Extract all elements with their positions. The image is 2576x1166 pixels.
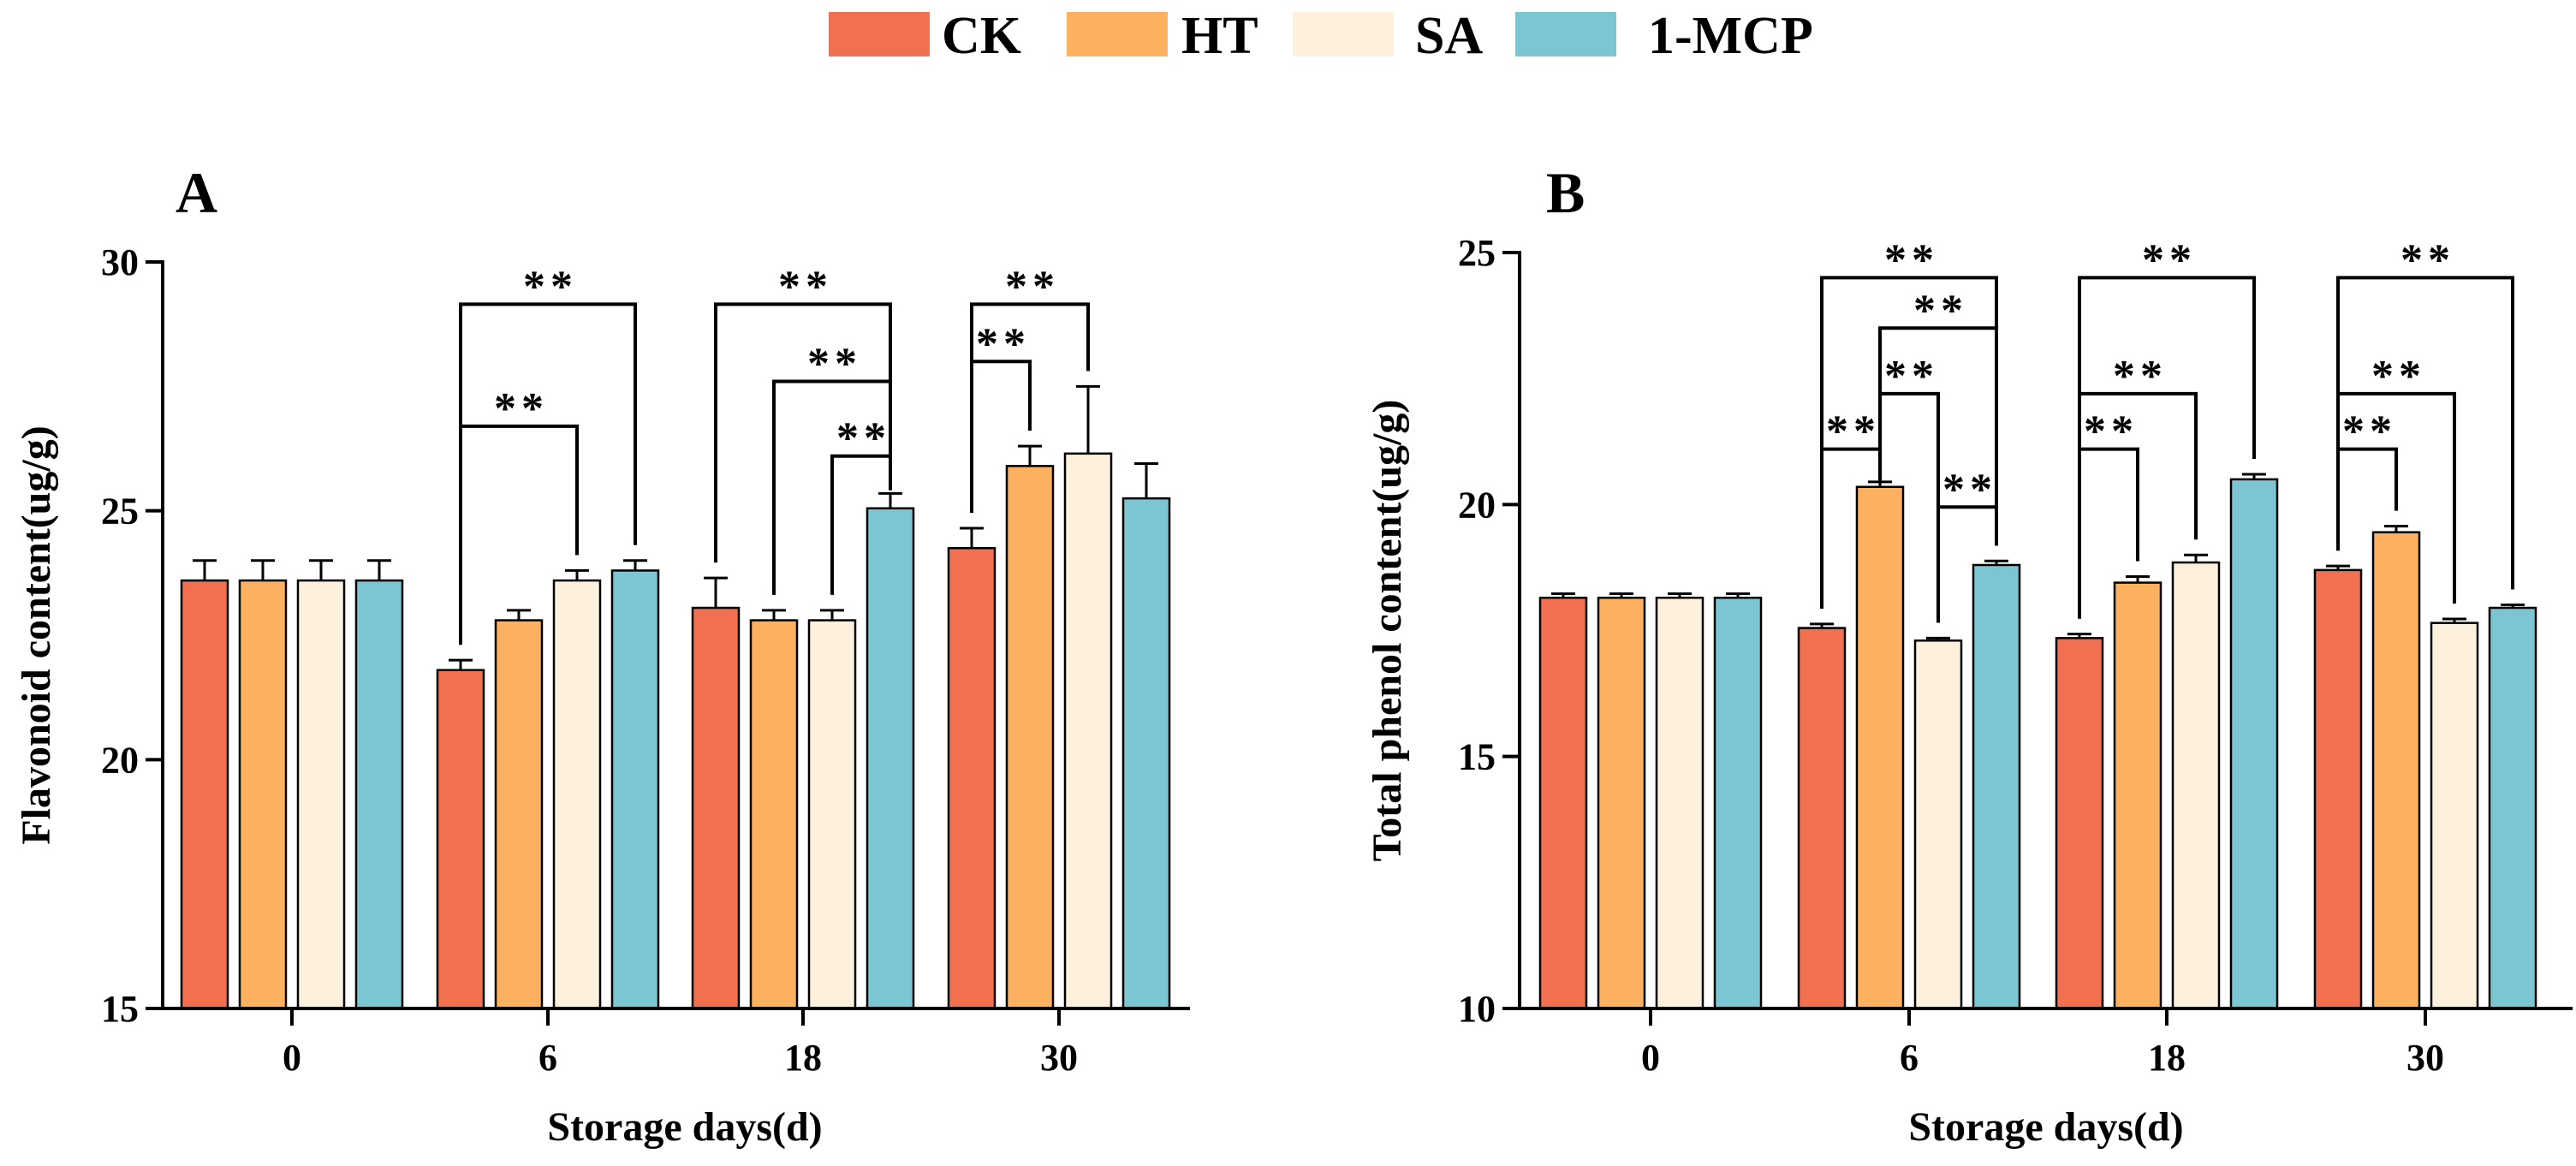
bar-ck xyxy=(1538,596,1588,1010)
x-tick-label: 0 xyxy=(1641,1037,1660,1079)
bar-ht xyxy=(2113,581,2163,1010)
significance-label: ** xyxy=(523,262,578,311)
bar-1-mcp xyxy=(1713,596,1763,1010)
x-tick-label: 6 xyxy=(1900,1037,1919,1079)
significance-label: ** xyxy=(1913,286,1968,335)
bar-1-mcp xyxy=(354,579,404,1010)
bar-sa xyxy=(2430,622,2479,1010)
significance-bracket xyxy=(1820,447,1882,609)
x-tick-label: 0 xyxy=(283,1037,301,1079)
bar-ck xyxy=(1797,627,1847,1010)
y-axis-title: Total phenol content(ug/g) xyxy=(1365,400,1410,862)
bar-ck xyxy=(2055,637,2104,1010)
significance-label: ** xyxy=(2142,235,2197,284)
bars xyxy=(1538,473,2537,1010)
bar-ck xyxy=(947,547,996,1010)
panel-letter: B xyxy=(1546,160,1585,225)
y-tick-label: 10 xyxy=(1458,988,1496,1030)
significance-bracket xyxy=(2078,447,2139,619)
y-axis-title: Flavonoid content(ug/g) xyxy=(14,425,59,844)
legend-label-ck: CK xyxy=(942,7,1021,65)
significance-bracket xyxy=(830,454,892,595)
legend-label-1-mcp: 1-MCP xyxy=(1648,7,1813,65)
bar-sa xyxy=(1913,640,1963,1010)
bar-ht xyxy=(1855,485,1905,1010)
significance-bracket xyxy=(2336,447,2398,551)
bar-sa xyxy=(1655,596,1704,1010)
y-tick-label: 20 xyxy=(101,739,139,781)
bar-ht xyxy=(2371,531,2421,1010)
x-axis-title: Storage days(d) xyxy=(547,1104,822,1150)
panel-letter: A xyxy=(176,160,217,225)
x-tick-label: 30 xyxy=(1040,1037,1078,1079)
significance-bracket xyxy=(772,379,892,595)
bar-sa xyxy=(807,619,857,1010)
bars xyxy=(180,384,1171,1010)
x-axis-title: Storage days(d) xyxy=(1908,1104,2183,1150)
legend-swatch-ck xyxy=(829,12,930,57)
bar-ck xyxy=(691,606,741,1010)
bar-ck xyxy=(180,579,229,1010)
significance-label: ** xyxy=(1884,352,1939,401)
bar-ck xyxy=(436,669,485,1010)
x-tick-label: 18 xyxy=(784,1037,822,1079)
bar-1-mcp xyxy=(2229,478,2279,1010)
bar-ht xyxy=(494,619,544,1010)
y-tick-label: 30 xyxy=(101,241,139,283)
y-tick-label: 15 xyxy=(101,988,139,1030)
significance-label: ** xyxy=(494,384,549,433)
significance-label: ** xyxy=(807,340,862,389)
bar-ht xyxy=(1597,596,1646,1010)
y-tick-label: 25 xyxy=(1458,232,1496,274)
y-tick-label: 20 xyxy=(1458,484,1496,526)
significance-bracket xyxy=(459,302,637,645)
significance-brackets: ** ** ** ** ** ** ** xyxy=(459,262,1090,645)
bar-sa xyxy=(1063,452,1113,1010)
significance-label: ** xyxy=(2400,235,2455,284)
x-tick-label: 6 xyxy=(538,1037,557,1079)
significance-label: ** xyxy=(2342,408,2397,456)
bar-sa xyxy=(2171,561,2221,1010)
significance-label: ** xyxy=(836,414,891,463)
bar-ck xyxy=(2313,568,2363,1010)
significance-brackets: ********************** xyxy=(1820,235,2514,623)
significance-label: ** xyxy=(1826,408,1881,456)
bar-1-mcp xyxy=(1972,563,2021,1010)
bar-1-mcp xyxy=(610,569,660,1010)
significance-label: ** xyxy=(2084,408,2139,456)
significance-label: ** xyxy=(1884,235,1939,284)
bar-1-mcp xyxy=(1121,497,1171,1010)
significance-label: ** xyxy=(1942,465,1997,514)
bar-sa xyxy=(552,579,602,1010)
bar-sa xyxy=(296,579,346,1010)
significance-label: ** xyxy=(2371,352,2426,401)
legend-label-ht: HT xyxy=(1181,7,1258,65)
bar-ht xyxy=(1005,465,1055,1010)
bar-ht xyxy=(749,619,799,1010)
x-tick-label: 30 xyxy=(2406,1037,2444,1079)
y-tick-label: 25 xyxy=(101,491,139,532)
legend-swatch-ht xyxy=(1067,12,1168,57)
bar-1-mcp xyxy=(2488,606,2537,1010)
panel-b: B 10 15 20 25 0 6 18 30 Storage days(d) Total phen… xyxy=(1365,160,2573,1150)
x-tick-label: 18 xyxy=(2148,1037,2186,1079)
legend-label-sa: SA xyxy=(1415,7,1483,65)
significance-bracket xyxy=(1936,505,1998,623)
legend-swatch-1-mcp xyxy=(1515,12,1616,57)
significance-label: ** xyxy=(976,319,1031,368)
significance-label: ** xyxy=(778,262,833,311)
significance-label: ** xyxy=(2113,352,2168,401)
panel-a: A 15 20 25 30 0 6 18 30 Storage days(d) Flavonoid … xyxy=(14,160,1190,1150)
y-tick-label: 15 xyxy=(1458,736,1496,778)
legend: CK HT SA 1-MCP xyxy=(829,7,1813,65)
significance-label: ** xyxy=(1005,262,1060,311)
bar-ht xyxy=(238,579,288,1010)
significance-bracket xyxy=(459,424,579,645)
legend-swatch-sa xyxy=(1293,12,1394,57)
bar-1-mcp xyxy=(866,507,915,1010)
significance-bracket xyxy=(970,360,1032,514)
